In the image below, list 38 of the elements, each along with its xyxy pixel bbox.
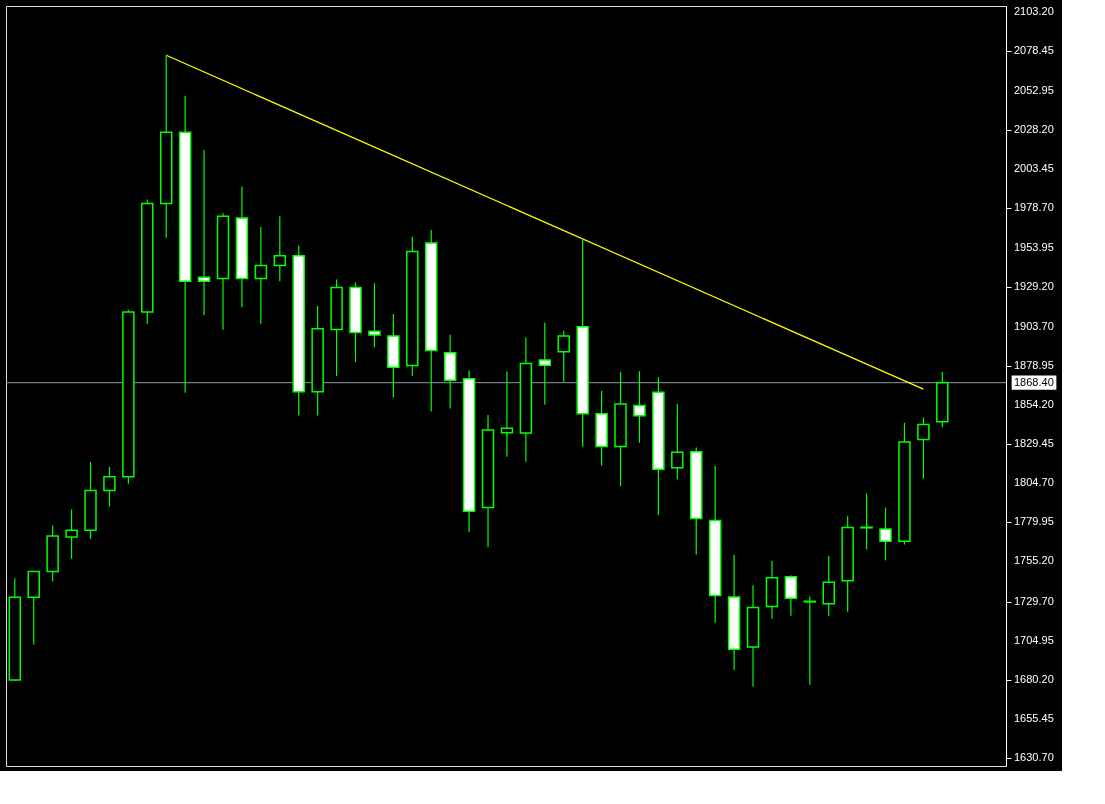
y-tick-label: 1755.20 bbox=[1014, 554, 1054, 567]
candlestick bbox=[879, 507, 892, 561]
y-tick-label: 1878.95 bbox=[1014, 359, 1054, 372]
candlestick bbox=[500, 370, 514, 458]
y-tick-label: 1630.70 bbox=[1014, 751, 1054, 764]
candlestick bbox=[557, 330, 570, 383]
y-tick-label: 1779.95 bbox=[1014, 515, 1054, 528]
y-tick-label: 1804.70 bbox=[1014, 476, 1054, 489]
y-tick-label: 1704.95 bbox=[1014, 633, 1054, 646]
y-tick-label: 1829.45 bbox=[1014, 437, 1054, 450]
candlestick bbox=[65, 508, 78, 560]
y-tick-label: 1903.70 bbox=[1014, 319, 1054, 332]
candlestick bbox=[197, 149, 211, 316]
candlestick bbox=[538, 322, 552, 406]
y-tick-label: 1680.20 bbox=[1014, 672, 1054, 685]
candlestick bbox=[254, 226, 268, 325]
y-tick-label: 1729.70 bbox=[1014, 594, 1054, 607]
y-tick-label: 1953.95 bbox=[1014, 240, 1054, 253]
y-tick-label: 2052.95 bbox=[1014, 84, 1054, 97]
y-tick-label: 1854.20 bbox=[1014, 398, 1054, 411]
candlestick bbox=[803, 595, 817, 686]
candlestick bbox=[917, 416, 930, 479]
y-tick-label: 2028.20 bbox=[1014, 123, 1054, 136]
candlestick bbox=[860, 492, 873, 551]
y-tick-label: 1655.45 bbox=[1014, 712, 1054, 725]
candlestick bbox=[103, 466, 116, 508]
y-tick-label: 2078.45 bbox=[1014, 43, 1054, 56]
candlestick bbox=[273, 215, 287, 282]
candlestick bbox=[671, 403, 684, 481]
candlestick bbox=[368, 282, 381, 348]
y-tick-label: 1929.20 bbox=[1014, 279, 1054, 292]
candlestick bbox=[784, 574, 798, 617]
y-tick-label: 1978.70 bbox=[1014, 201, 1054, 214]
y-tick-label: 2003.45 bbox=[1014, 162, 1054, 175]
candlestick bbox=[633, 370, 646, 444]
ref-line-label: 1868.40 bbox=[1014, 375, 1054, 388]
candlestick bbox=[822, 555, 835, 617]
y-tick-label: 2103.20 bbox=[1014, 4, 1054, 17]
